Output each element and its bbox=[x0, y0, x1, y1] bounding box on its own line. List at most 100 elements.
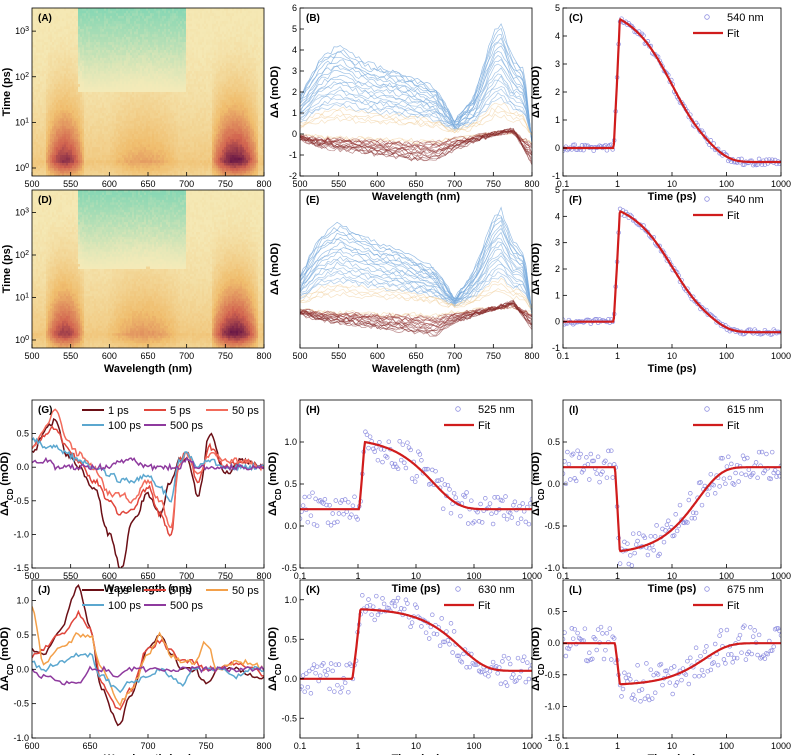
data-point-L-101 bbox=[708, 667, 714, 673]
data-point-L-60 bbox=[648, 667, 654, 672]
x-tick-label-B-6: 800 bbox=[524, 179, 539, 189]
data-point-H-130 bbox=[500, 498, 505, 504]
data-point-L-7 bbox=[570, 636, 576, 641]
x-tick-label-H-2: 10 bbox=[411, 571, 421, 581]
data-point-H-21 bbox=[330, 511, 335, 516]
data-point-I-47 bbox=[629, 563, 635, 568]
spectrum-trace-E-17 bbox=[300, 275, 532, 311]
data-point-K-116 bbox=[478, 669, 483, 675]
panel-label-D: (D) bbox=[38, 195, 52, 206]
data-point-I-89 bbox=[690, 510, 696, 515]
data-point-K-104 bbox=[459, 659, 465, 665]
data-point-L-42 bbox=[622, 670, 627, 676]
y-tick-label-B-7: 5 bbox=[292, 24, 297, 34]
x-tick-label-G-1: 550 bbox=[63, 571, 78, 581]
y-tick-label-F-2: 1 bbox=[555, 290, 560, 300]
panel-label-F: (F) bbox=[569, 195, 582, 206]
data-point-K-5 bbox=[305, 684, 311, 690]
x-tick-label-H-3: 100 bbox=[466, 571, 481, 581]
y-tick-label-G-3: 0.0 bbox=[16, 462, 29, 472]
data-point-H-30 bbox=[344, 509, 349, 514]
data-point-L-119 bbox=[734, 655, 740, 661]
spectrum-trace-E-38 bbox=[300, 300, 532, 336]
data-point-H-64 bbox=[397, 439, 402, 444]
x-tick-label-I-3: 100 bbox=[719, 571, 734, 581]
fit-line-I bbox=[563, 466, 781, 553]
data-point-K-92 bbox=[440, 639, 446, 645]
data-point-I-112 bbox=[724, 464, 730, 469]
y-tick-label-F-6: 5 bbox=[555, 185, 560, 195]
x-axis-title-L: Time (ps) bbox=[648, 753, 697, 755]
data-point-I-148 bbox=[777, 473, 781, 479]
data-point-H-57 bbox=[386, 439, 392, 444]
data-point-K-22 bbox=[332, 689, 337, 694]
data-point-I-109 bbox=[720, 456, 725, 461]
data-point-L-54 bbox=[639, 687, 645, 692]
data-point-I-114 bbox=[727, 475, 733, 481]
data-point-L-108 bbox=[718, 628, 724, 633]
legend-label-G-4: 500 ps bbox=[170, 420, 204, 432]
spectrum-trace-B-36 bbox=[300, 130, 532, 161]
spectrum-trace-B-37 bbox=[300, 127, 532, 165]
data-point-L-27 bbox=[600, 631, 605, 636]
y-tick-label-F-0: -1 bbox=[552, 343, 560, 353]
data-point-L-84 bbox=[683, 672, 689, 677]
x-tick-label-K-2: 10 bbox=[411, 741, 421, 751]
heatmap-D bbox=[32, 190, 264, 348]
y-tick-label-H-1: 0.0 bbox=[284, 521, 297, 531]
data-point-I-118 bbox=[733, 470, 738, 476]
data-point-L-24 bbox=[595, 627, 601, 632]
spectrum-trace-B-5 bbox=[300, 45, 532, 143]
data-point-K-68 bbox=[403, 597, 409, 603]
data-point-K-127 bbox=[495, 671, 500, 676]
data-point-H-92 bbox=[440, 506, 446, 512]
data-point-I-88 bbox=[689, 515, 695, 521]
data-point-K-18 bbox=[325, 667, 331, 672]
data-point-I-103 bbox=[711, 482, 716, 488]
x-tick-label-G-5: 750 bbox=[218, 571, 233, 581]
data-point-L-30 bbox=[604, 630, 610, 636]
legend-label-G-3: 100 ps bbox=[108, 420, 142, 432]
legend-label-data-H: 525 nm bbox=[478, 404, 515, 416]
data-point-H-67 bbox=[402, 460, 407, 466]
data-point-K-8 bbox=[310, 666, 315, 671]
y-tick-label-K-1: 0.0 bbox=[284, 674, 297, 684]
data-point-I-33 bbox=[609, 448, 614, 453]
data-point-I-62 bbox=[651, 548, 656, 553]
data-point-K-129 bbox=[498, 681, 504, 687]
data-point-K-141 bbox=[517, 675, 522, 680]
legend-label-fit-F: Fit bbox=[727, 210, 739, 222]
data-point-L-94 bbox=[698, 653, 703, 659]
data-point-H-116 bbox=[478, 501, 483, 507]
data-point-L-128 bbox=[748, 625, 753, 630]
x-axis-title-D: Wavelength (nm) bbox=[104, 363, 193, 375]
y-tick-label-D-1: 101 bbox=[15, 292, 29, 303]
data-point-H-125 bbox=[492, 495, 497, 500]
x-tick-label-E-2: 600 bbox=[370, 351, 385, 361]
data-point-H-3 bbox=[302, 494, 307, 500]
data-point-H-16 bbox=[322, 497, 328, 502]
y-tick-label-I-0: -1.0 bbox=[544, 563, 560, 573]
data-point-I-76 bbox=[671, 533, 677, 538]
data-point-K-121 bbox=[486, 673, 491, 679]
data-point-I-136 bbox=[759, 449, 765, 455]
data-point-L-133 bbox=[755, 652, 760, 658]
x-tick-label-E-1: 550 bbox=[331, 351, 346, 361]
data-point-H-119 bbox=[483, 496, 488, 501]
data-point-H-24 bbox=[335, 519, 340, 525]
y-tick-label-C-1: 0 bbox=[555, 143, 560, 153]
spectrum-trace-B-21 bbox=[300, 113, 532, 135]
legend-label-fit-I: Fit bbox=[727, 420, 739, 432]
y-tick-label-G-1: -1.0 bbox=[13, 529, 29, 539]
x-tick-label-B-0: 500 bbox=[292, 179, 307, 189]
series-line-G-2 bbox=[32, 408, 264, 529]
x-tick-label-H-4: 1000 bbox=[522, 571, 542, 581]
data-point-L-97 bbox=[702, 649, 708, 654]
data-point-K-135 bbox=[507, 661, 513, 667]
data-point-I-3 bbox=[565, 449, 570, 455]
y-axis-title-I: ΔACD (mOD) bbox=[530, 452, 546, 516]
data-point-K-103 bbox=[458, 658, 463, 663]
data-point-L-51 bbox=[635, 663, 640, 668]
data-point-H-75 bbox=[414, 474, 420, 479]
